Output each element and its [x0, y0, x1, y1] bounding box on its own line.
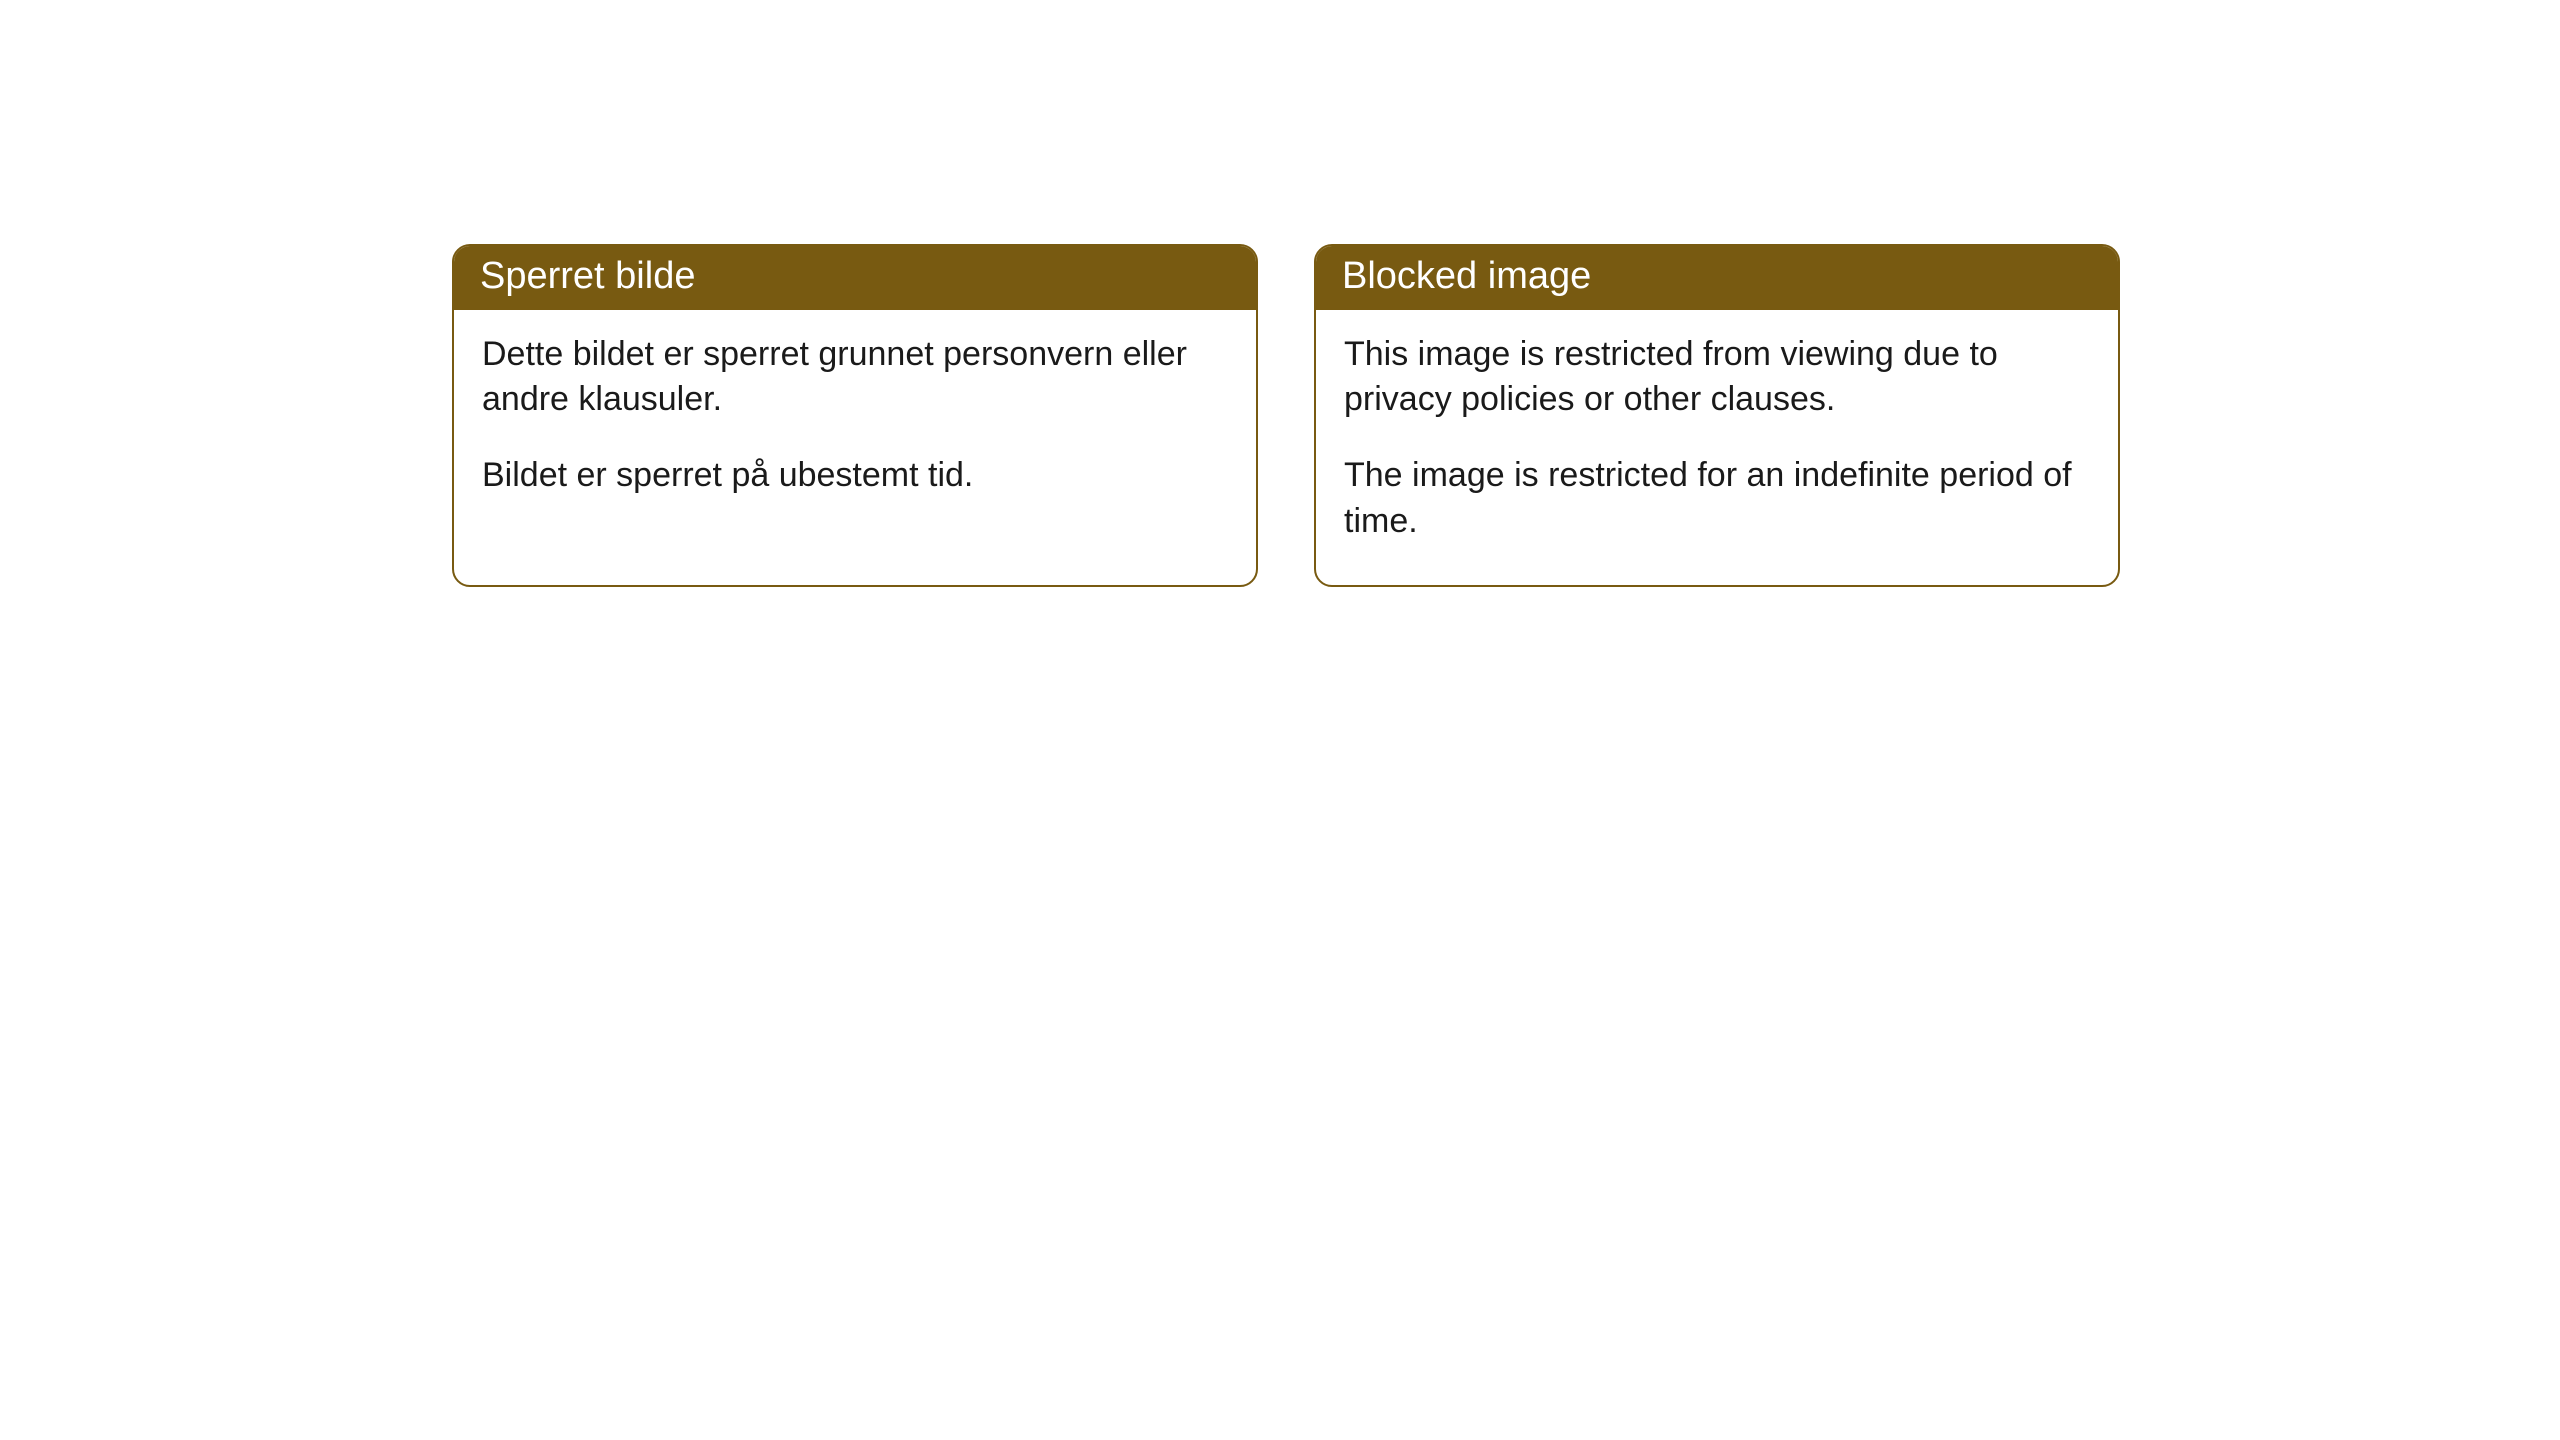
- card-header: Sperret bilde: [454, 246, 1256, 310]
- card-header: Blocked image: [1316, 246, 2118, 310]
- card-paragraph: Bildet er sperret på ubestemt tid.: [482, 453, 1228, 499]
- cards-container: Sperret bilde Dette bildet er sperret gr…: [452, 244, 2120, 587]
- card-paragraph: This image is restricted from viewing du…: [1344, 332, 2090, 424]
- card-body: Dette bildet er sperret grunnet personve…: [454, 310, 1256, 540]
- card-body: This image is restricted from viewing du…: [1316, 310, 2118, 586]
- blocked-image-card-english: Blocked image This image is restricted f…: [1314, 244, 2120, 587]
- card-paragraph: Dette bildet er sperret grunnet personve…: [482, 332, 1228, 424]
- blocked-image-card-norwegian: Sperret bilde Dette bildet er sperret gr…: [452, 244, 1258, 587]
- card-paragraph: The image is restricted for an indefinit…: [1344, 453, 2090, 545]
